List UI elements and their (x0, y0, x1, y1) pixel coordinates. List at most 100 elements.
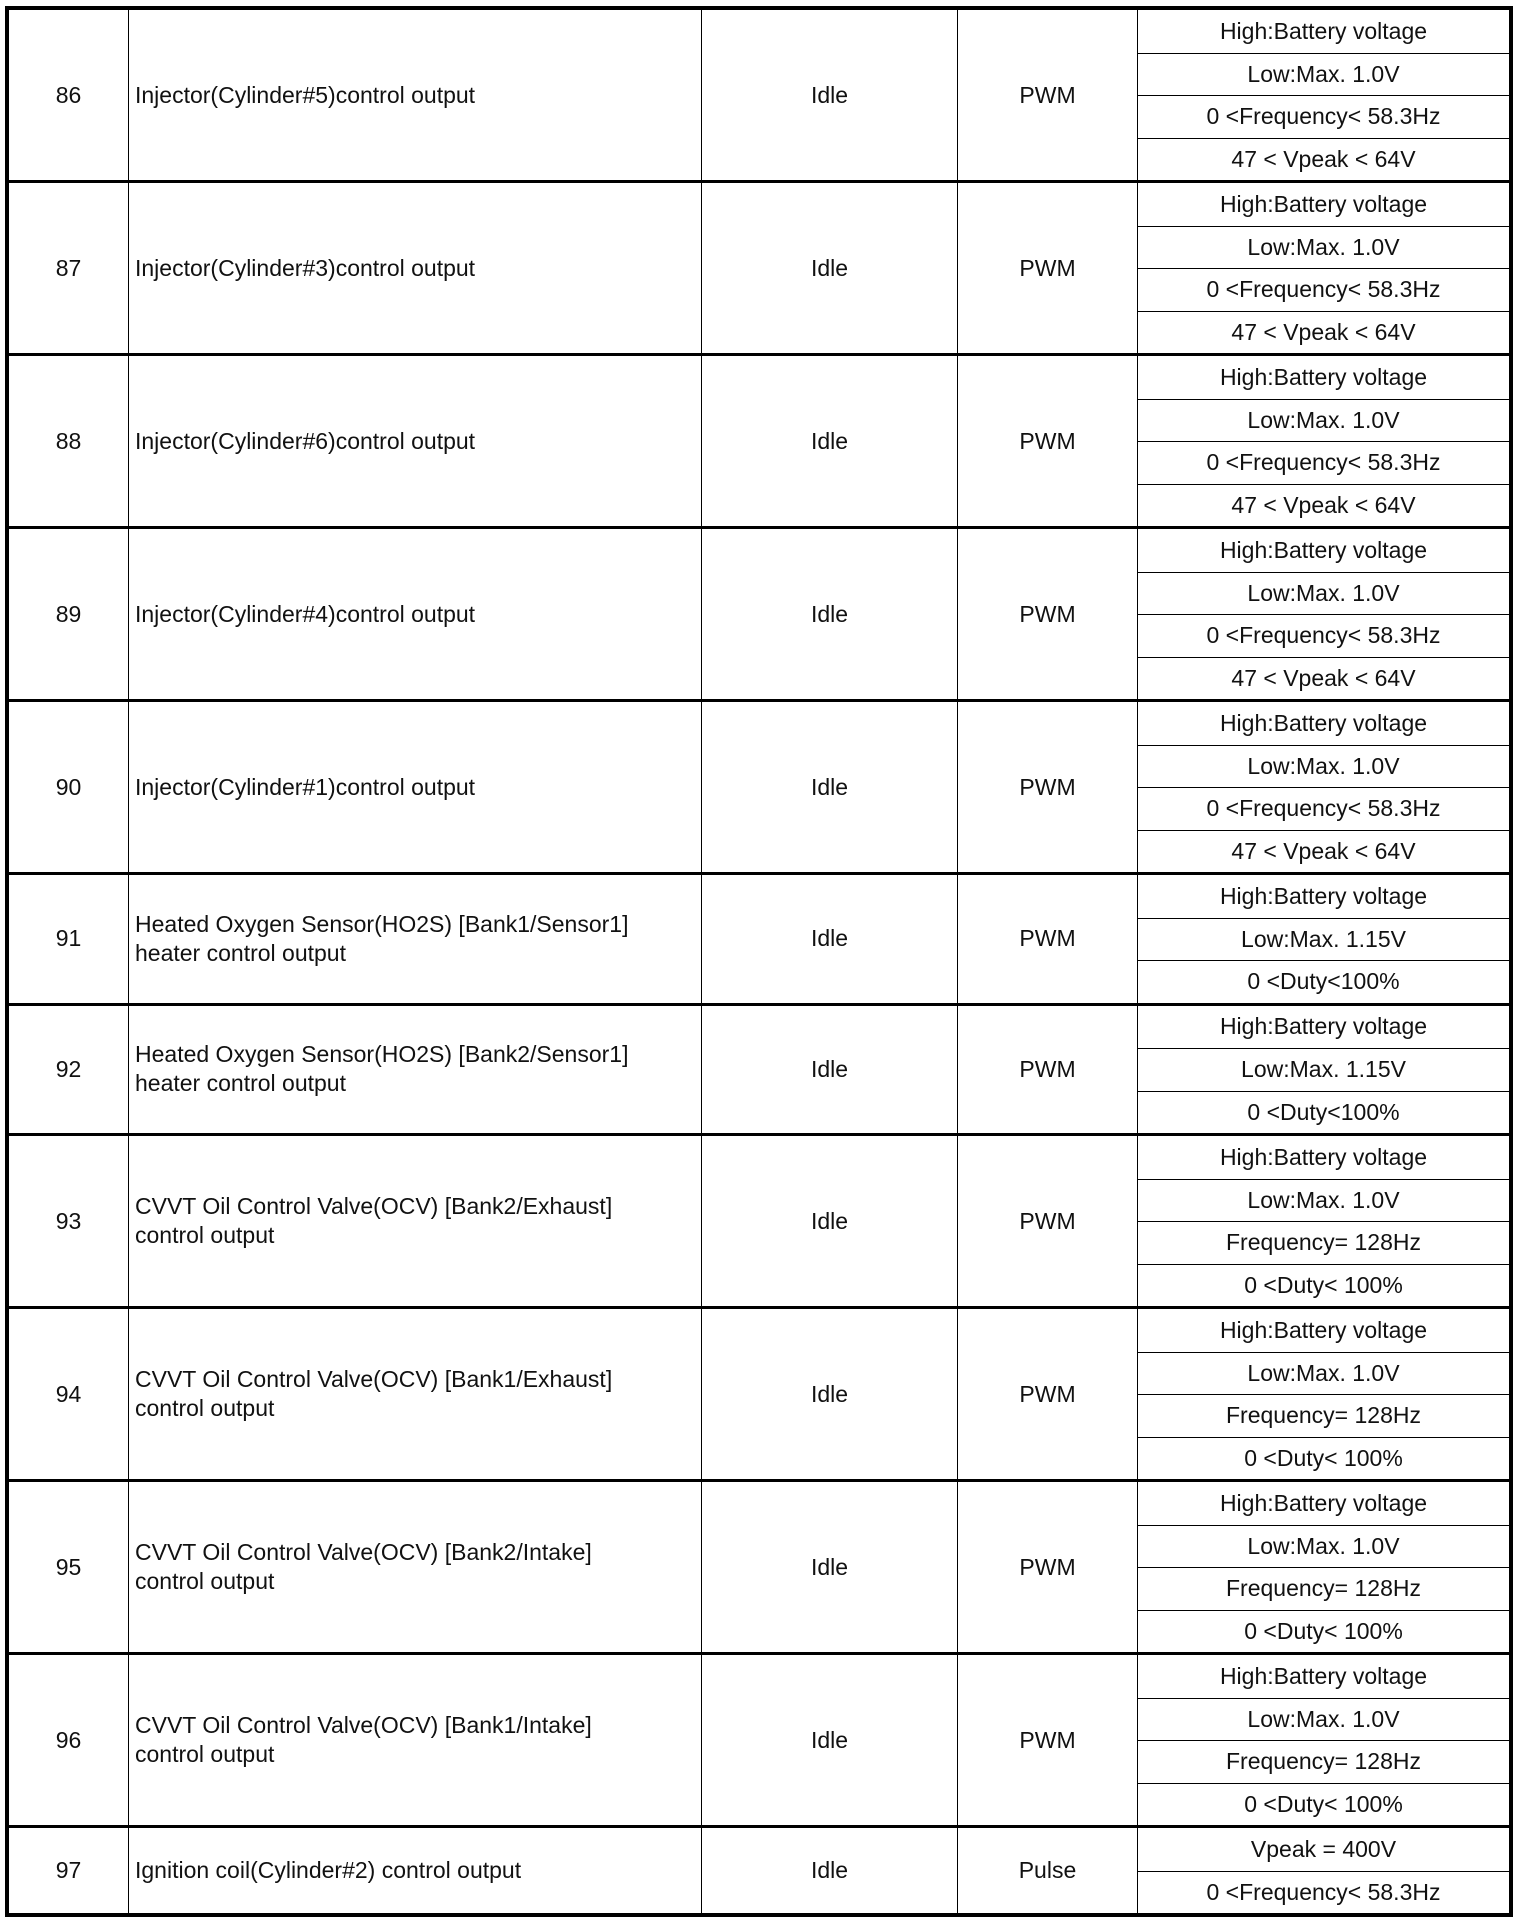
specification-list: High:Battery voltage Low:Max. 1.15V 0 <Dut… (1138, 875, 1509, 1003)
description-text: CVVT Oil Control Valve(OCV) [Bank1/Exhau… (135, 1365, 612, 1423)
specification-item: Frequency= 128Hz (1138, 1394, 1509, 1437)
specification-list: High:Battery voltage Low:Max. 1.0V 0 <Freq… (1138, 529, 1509, 699)
table-row: 91 Heated Oxygen Sensor(HO2S) [Bank1/Sens… (9, 872, 1509, 1003)
table-row: 89 Injector(Cylinder#4)control output Idle… (9, 526, 1509, 699)
specification-item: High:Battery voltage (1219, 1316, 1428, 1343)
specification-item: High:Battery voltage (1219, 536, 1428, 563)
description-line: Heated Oxygen Sensor(HO2S) [Bank2/Sensor… (135, 1041, 629, 1068)
description-text: Heated Oxygen Sensor(HO2S) [Bank2/Sensor… (135, 1040, 628, 1098)
specification-item: Low:Max. 1.0V (1138, 52, 1509, 96)
specification-item: High:Battery voltage (1219, 363, 1428, 390)
pin-number: 88 (9, 356, 129, 526)
specification-list: High:Battery voltage Low:Max. 1.0V Frequen… (1138, 1482, 1509, 1652)
pin-number: 96 (9, 1655, 129, 1825)
condition: Idle (702, 1005, 958, 1133)
description-line: Injector(Cylinder#4)control output (135, 600, 476, 627)
specification-item: Low:Max. 1.0V (1138, 571, 1509, 615)
specification-item: 0 <Frequency< 58.3Hz (1138, 614, 1509, 657)
table-row: 95 CVVT Oil Control Valve(OCV) [Bank2/Int… (9, 1479, 1509, 1652)
pin-number: 94 (9, 1309, 129, 1479)
pin-description: CVVT Oil Control Valve(OCV) [Bank2/Exhau… (129, 1136, 702, 1306)
pin-number: 86 (9, 10, 129, 180)
description-line: CVVT Oil Control Valve(OCV) [Bank1/Exhau… (135, 1366, 613, 1392)
condition: Idle (702, 1309, 958, 1479)
signal-type: PWM (958, 1655, 1138, 1825)
specification-item: High:Battery voltage (1219, 190, 1428, 217)
condition: Idle (702, 183, 958, 353)
condition: Idle (702, 1136, 958, 1306)
specification-item: 0 <Duty<100% (1138, 960, 1509, 1003)
description-text: Injector(Cylinder#3)control output (135, 254, 475, 283)
signal-type: PWM (958, 1309, 1138, 1479)
pin-number: 90 (9, 702, 129, 872)
signal-type: PWM (958, 875, 1138, 1003)
pin-number: 87 (9, 183, 129, 353)
description-line: control output (135, 1741, 275, 1767)
table-row: 88 Injector(Cylinder#6)control output Idle… (9, 353, 1509, 526)
specification-item: High:Battery voltage (1219, 1489, 1428, 1516)
signal-type: PWM (958, 356, 1138, 526)
specification-item: Low:Max. 1.0V (1138, 744, 1509, 788)
pin-description: Injector(Cylinder#5)control output (129, 10, 702, 180)
specification-item: Frequency= 128Hz (1138, 1221, 1509, 1264)
table-row: 96 CVVT Oil Control Valve(OCV) [Bank1/Int… (9, 1652, 1509, 1825)
specification-item: 0 <Frequency< 58.3Hz (1138, 95, 1509, 138)
signal-type: PWM (958, 10, 1138, 180)
condition: Idle (702, 875, 958, 1003)
description-text: Injector(Cylinder#6)control output (135, 427, 475, 456)
description-text: CVVT Oil Control Valve(OCV) [Bank1/Intak… (135, 1711, 592, 1769)
table-row: 87 Injector(Cylinder#3)control output Idle… (9, 180, 1509, 353)
table-row: 90 Injector(Cylinder#1)control output Idle… (9, 699, 1509, 872)
pin-description: CVVT Oil Control Valve(OCV) [Bank1/Exhau… (129, 1309, 702, 1479)
pin-specification-table: 86 Injector(Cylinder#5)control output Idle… (5, 6, 1513, 1917)
specification-item: 47 < Vpeak < 64V (1138, 137, 1509, 181)
specification-list: High:Battery voltage Low:Max. 1.0V 0 <Freq… (1138, 702, 1509, 872)
specification-list: High:Battery voltage Low:Max. 1.15V 0 <Dut… (1138, 1006, 1509, 1134)
specification-item: High:Battery voltage (1219, 17, 1428, 44)
pin-description: Injector(Cylinder#4)control output (129, 529, 702, 699)
specification-item: 0 <Frequency< 58.3Hz (1138, 1870, 1509, 1914)
specification-item: 47 < Vpeak < 64V (1138, 829, 1509, 873)
table-row: 97 Ignition coil(Cylinder#2) control outp… (9, 1825, 1509, 1913)
specification-item: Frequency= 128Hz (1138, 1740, 1509, 1783)
description-text: Injector(Cylinder#1)control output (135, 773, 475, 802)
condition: Idle (702, 10, 958, 180)
signal-type: PWM (958, 529, 1138, 699)
specification-list: High:Battery voltage Low:Max. 1.0V Frequen… (1138, 1136, 1509, 1306)
specification-item: Low:Max. 1.0V (1138, 398, 1509, 442)
specification-item: Low:Max. 1.15V (1138, 1048, 1509, 1091)
condition: Idle (702, 356, 958, 526)
specification-list: High:Battery voltage Low:Max. 1.0V 0 <Freq… (1138, 10, 1509, 180)
specification-item: Vpeak = 400V (1250, 1835, 1397, 1862)
pin-number: 89 (9, 529, 129, 699)
condition: Idle (702, 1482, 958, 1652)
pin-description: Injector(Cylinder#6)control output (129, 356, 702, 526)
signal-type: PWM (958, 702, 1138, 872)
specification-item: 47 < Vpeak < 64V (1138, 483, 1509, 527)
specification-item: 0 <Duty<100% (1138, 1090, 1509, 1134)
pin-description: Ignition coil(Cylinder#2) control output (129, 1828, 702, 1913)
table-row: 92 Heated Oxygen Sensor(HO2S) [Bank2/Sens… (9, 1002, 1509, 1134)
pin-number: 91 (9, 875, 129, 1003)
specification-list: High:Battery voltage Low:Max. 1.0V 0 <Freq… (1138, 356, 1509, 526)
condition: Idle (702, 1828, 958, 1913)
pin-description: CVVT Oil Control Valve(OCV) [Bank1/Intak… (129, 1655, 702, 1825)
table-row: 93 CVVT Oil Control Valve(OCV) [Bank2/Exh… (9, 1133, 1509, 1306)
pin-description: CVVT Oil Control Valve(OCV) [Bank2/Intak… (129, 1482, 702, 1652)
specification-item: Low:Max. 1.0V (1138, 1697, 1509, 1741)
specification-item: 0 <Duty< 100% (1138, 1263, 1509, 1307)
specification-list: Vpeak = 400V 0 <Frequency< 58.3Hz (1138, 1828, 1509, 1913)
specification-item: High:Battery voltage (1219, 1662, 1428, 1689)
specification-item: 47 < Vpeak < 64V (1138, 656, 1509, 700)
signal-type: PWM (958, 1005, 1138, 1133)
description-text: Injector(Cylinder#5)control output (135, 81, 475, 110)
specification-list: High:Battery voltage Low:Max. 1.0V Frequen… (1138, 1309, 1509, 1479)
pin-description: Heated Oxygen Sensor(HO2S) [Bank2/Sensor… (129, 1005, 702, 1133)
description-line: CVVT Oil Control Valve(OCV) [Bank1/Intak… (135, 1712, 592, 1738)
pin-number: 95 (9, 1482, 129, 1652)
condition: Idle (702, 1655, 958, 1825)
specification-item: High:Battery voltage (1219, 709, 1428, 736)
description-line: Injector(Cylinder#3)control output (135, 254, 476, 281)
description-line: Injector(Cylinder#1)control output (135, 773, 476, 800)
description-line: CVVT Oil Control Valve(OCV) [Bank2/Intak… (135, 1539, 592, 1565)
